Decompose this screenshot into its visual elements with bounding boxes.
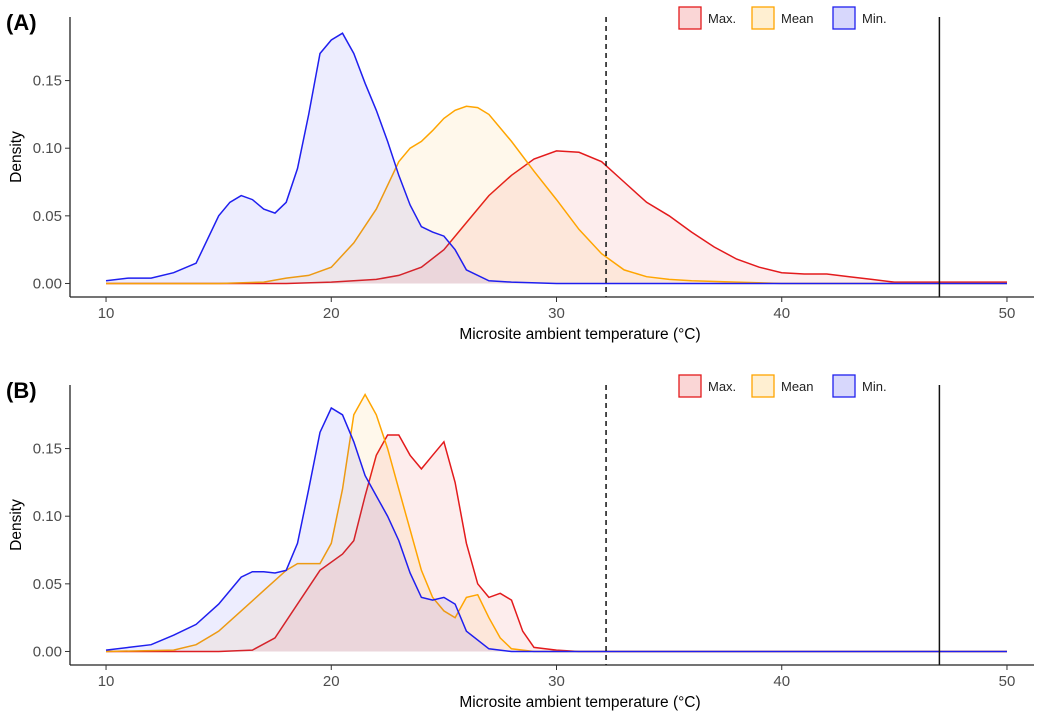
legend-swatch-2: [832, 374, 856, 398]
chart-panel-b: 10 20 30 40 50 0.00 0.05 0.10 0.15 Microsite ambi…: [6, 374, 1034, 711]
legend-label-0: Max.: [708, 11, 736, 26]
x-tick-label: 30: [548, 673, 565, 690]
density-area-2: [106, 33, 1007, 284]
y-tick-label: 0.10: [33, 508, 62, 525]
y-axis-title: Density: [8, 499, 25, 551]
legend-swatch-1: [751, 6, 775, 30]
y-axis-title: Density: [8, 131, 25, 183]
legend-label-1: Mean: [781, 11, 814, 26]
y-tick-label: 0.05: [33, 576, 62, 593]
density-line-1: [106, 105, 1007, 285]
y-tick-label: 0.00: [33, 275, 62, 292]
x-axis-title: Microsite ambient temperature (°C): [459, 694, 700, 711]
x-tick-label: 30: [548, 305, 565, 322]
x-tick-label: 20: [323, 673, 340, 690]
panel-label: (B): [6, 378, 37, 403]
panel-label: (A): [6, 10, 37, 35]
legend-label-0: Max.: [708, 379, 736, 394]
x-tick-label: 40: [773, 305, 790, 322]
legend-label-2: Min.: [862, 11, 887, 26]
density-area-2: [106, 408, 1007, 652]
legend-swatch-0: [678, 374, 702, 398]
x-tick-label: 10: [98, 305, 115, 322]
y-tick-label: 0.10: [33, 140, 62, 157]
density-line-2: [105, 406, 1007, 653]
x-tick-label: 50: [999, 673, 1016, 690]
density-line-0: [106, 150, 1007, 285]
density-line-1: [105, 392, 1007, 653]
x-tick-label: 20: [323, 305, 340, 322]
chart-panel-a: 10 20 30 40 50 0.00 0.05 0.10 0.15 Microsite ambi…: [6, 6, 1034, 343]
density-line-2: [105, 32, 1007, 285]
y-tick-label: 0.00: [33, 643, 62, 660]
density-area-0: [106, 150, 1007, 284]
density-area-0: [106, 435, 1007, 652]
legend-label-1: Mean: [781, 379, 814, 394]
x-tick-label: 10: [98, 673, 115, 690]
density-area-1: [106, 394, 1007, 652]
y-tick-label: 0.15: [33, 441, 62, 458]
legend-swatch-2: [832, 6, 856, 30]
x-tick-label: 50: [999, 305, 1016, 322]
density-area-1: [106, 106, 1007, 284]
legend-label-2: Min.: [862, 379, 887, 394]
density-line-0: [106, 434, 1007, 653]
x-axis-title: Microsite ambient temperature (°C): [459, 326, 700, 343]
y-tick-label: 0.15: [33, 73, 62, 90]
x-tick-label: 40: [773, 673, 790, 690]
legend-swatch-0: [678, 6, 702, 30]
y-tick-label: 0.05: [33, 208, 62, 225]
legend-swatch-1: [751, 374, 775, 398]
